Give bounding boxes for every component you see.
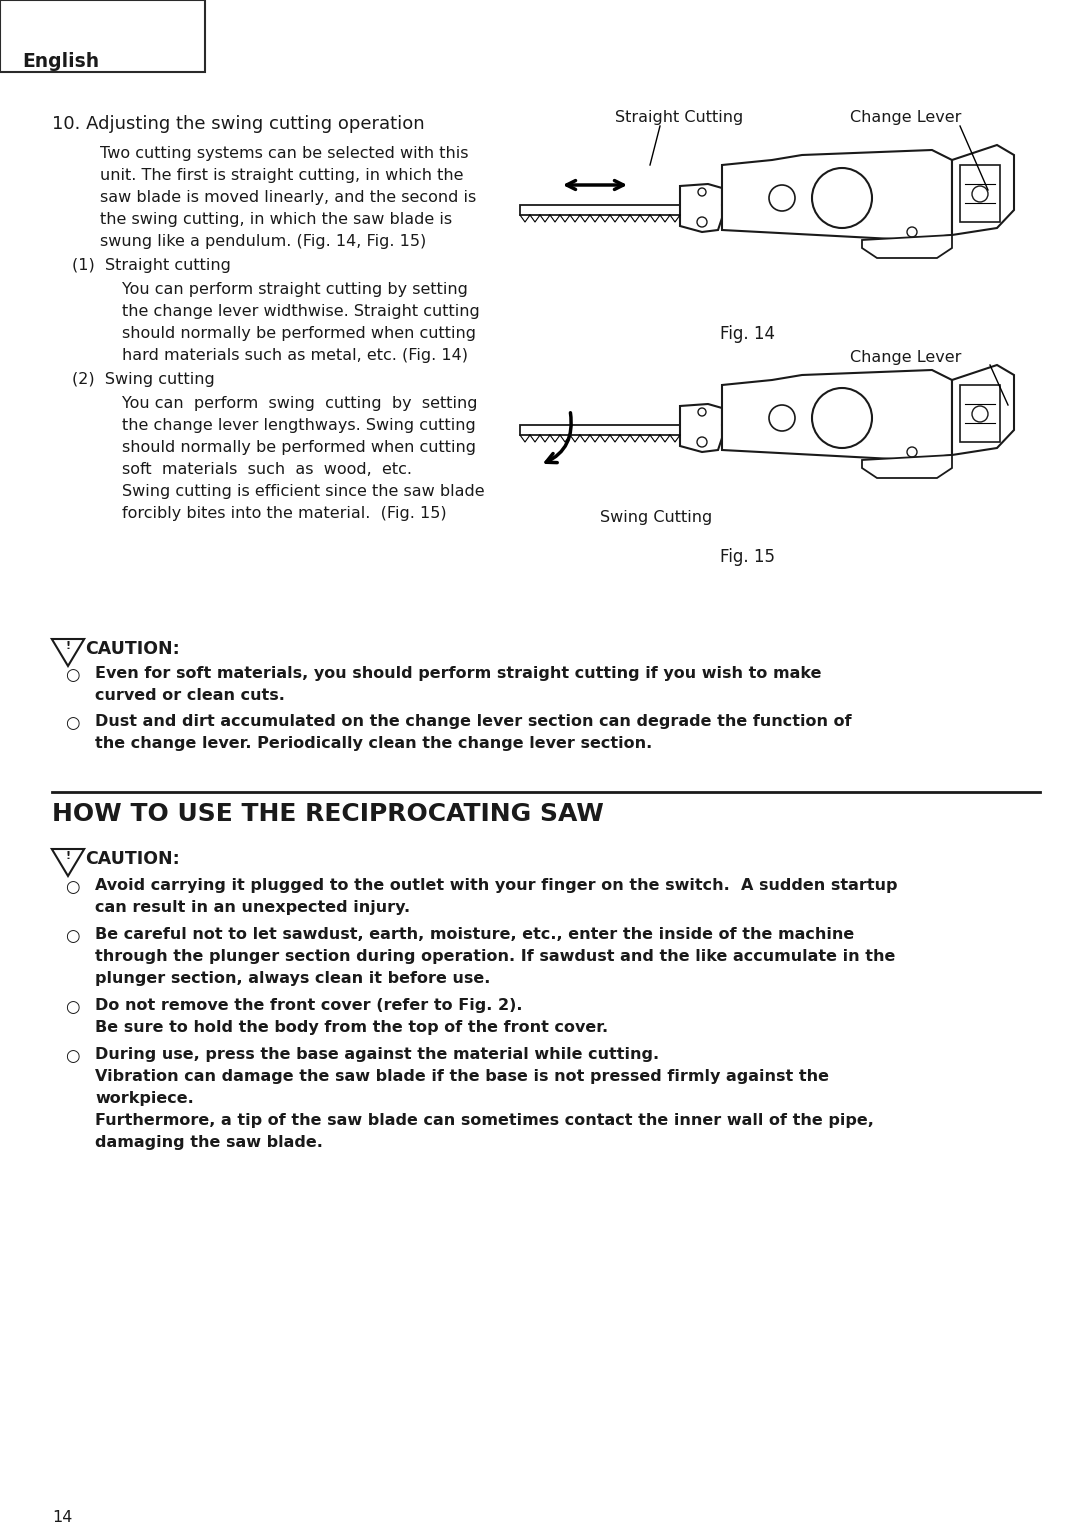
Text: You can perform straight cutting by setting: You can perform straight cutting by sett… <box>122 281 468 297</box>
Circle shape <box>723 190 754 222</box>
Text: unit. The first is straight cutting, in which the: unit. The first is straight cutting, in … <box>100 168 463 183</box>
Circle shape <box>769 405 795 431</box>
Text: HOW TO USE THE RECIPROCATING SAW: HOW TO USE THE RECIPROCATING SAW <box>52 803 604 826</box>
Polygon shape <box>680 183 723 232</box>
Text: ○: ○ <box>65 1047 80 1066</box>
Text: should normally be performed when cutting: should normally be performed when cuttin… <box>122 326 476 341</box>
Circle shape <box>697 217 707 226</box>
Text: !: ! <box>66 852 70 861</box>
Circle shape <box>907 226 917 237</box>
Text: ○: ○ <box>65 927 80 945</box>
Text: swung like a pendulum. (Fig. 14, Fig. 15): swung like a pendulum. (Fig. 14, Fig. 15… <box>100 234 427 249</box>
Circle shape <box>730 417 746 433</box>
Polygon shape <box>52 849 84 876</box>
Polygon shape <box>680 404 723 453</box>
Circle shape <box>730 197 746 213</box>
Text: Change Lever: Change Lever <box>850 110 961 125</box>
Circle shape <box>723 408 754 440</box>
Text: soft  materials  such  as  wood,  etc.: soft materials such as wood, etc. <box>122 462 411 477</box>
Bar <box>960 165 1000 222</box>
Text: plunger section, always clean it before use.: plunger section, always clean it before … <box>95 971 490 986</box>
Text: the change lever widthwise. Straight cutting: the change lever widthwise. Straight cut… <box>122 304 480 320</box>
Bar <box>0 0 205 72</box>
Text: CAUTION:: CAUTION: <box>85 850 179 868</box>
Circle shape <box>769 185 795 211</box>
Circle shape <box>698 408 706 416</box>
Text: Avoid carrying it plugged to the outlet with your finger on the switch.  A sudde: Avoid carrying it plugged to the outlet … <box>95 878 897 893</box>
Text: curved or clean cuts.: curved or clean cuts. <box>95 688 285 703</box>
Circle shape <box>972 187 988 202</box>
Text: Even for soft materials, you should perform straight cutting if you wish to make: Even for soft materials, you should perf… <box>95 667 822 680</box>
Polygon shape <box>862 456 951 479</box>
Text: (2)  Swing cutting: (2) Swing cutting <box>72 372 215 387</box>
Text: hard materials such as metal, etc. (Fig. 14): hard materials such as metal, etc. (Fig.… <box>122 349 468 362</box>
Text: Change Lever: Change Lever <box>850 350 961 365</box>
Polygon shape <box>723 150 951 240</box>
Text: forcibly bites into the material.  (Fig. 15): forcibly bites into the material. (Fig. … <box>122 506 447 521</box>
Text: damaging the saw blade.: damaging the saw blade. <box>95 1135 323 1150</box>
Text: through the plunger section during operation. If sawdust and the like accumulate: through the plunger section during opera… <box>95 950 895 963</box>
Text: Fig. 14: Fig. 14 <box>720 326 775 342</box>
Text: Dust and dirt accumulated on the change lever section can degrade the function o: Dust and dirt accumulated on the change … <box>95 714 852 729</box>
Circle shape <box>698 188 706 196</box>
Circle shape <box>812 388 872 448</box>
Text: Be sure to hold the body from the top of the front cover.: Be sure to hold the body from the top of… <box>95 1020 608 1035</box>
Circle shape <box>812 168 872 228</box>
Text: CAUTION:: CAUTION: <box>85 641 179 657</box>
Text: Be careful not to let sawdust, earth, moisture, etc., enter the inside of the ma: Be careful not to let sawdust, earth, mo… <box>95 927 854 942</box>
Text: the change lever lengthways. Swing cutting: the change lever lengthways. Swing cutti… <box>122 417 476 433</box>
Bar <box>960 385 1000 442</box>
Text: Swing cutting is efficient since the saw blade: Swing cutting is efficient since the saw… <box>122 485 485 498</box>
Text: During use, press the base against the material while cutting.: During use, press the base against the m… <box>95 1047 659 1063</box>
Polygon shape <box>951 145 1014 235</box>
Bar <box>519 425 700 434</box>
Text: (1)  Straight cutting: (1) Straight cutting <box>72 258 231 274</box>
Text: Two cutting systems can be selected with this: Two cutting systems can be selected with… <box>100 145 469 161</box>
Text: 10. Adjusting the swing cutting operation: 10. Adjusting the swing cutting operatio… <box>52 115 424 133</box>
Text: !: ! <box>66 641 70 651</box>
Polygon shape <box>862 235 951 258</box>
Text: ○: ○ <box>65 998 80 1015</box>
Text: Furthermore, a tip of the saw blade can sometimes contact the inner wall of the : Furthermore, a tip of the saw blade can … <box>95 1113 874 1128</box>
Text: ○: ○ <box>65 714 80 732</box>
Polygon shape <box>951 365 1014 456</box>
Text: Swing Cutting: Swing Cutting <box>600 511 712 524</box>
Text: You can  perform  swing  cutting  by  setting: You can perform swing cutting by setting <box>122 396 477 411</box>
Text: Straight Cutting: Straight Cutting <box>615 110 743 125</box>
Circle shape <box>907 446 917 457</box>
Bar <box>519 205 700 216</box>
Text: English: English <box>22 52 99 70</box>
Text: ○: ○ <box>65 667 80 683</box>
Circle shape <box>697 437 707 446</box>
Text: the swing cutting, in which the saw blade is: the swing cutting, in which the saw blad… <box>100 213 453 226</box>
Polygon shape <box>723 370 951 460</box>
Circle shape <box>972 407 988 422</box>
Text: saw blade is moved linearly, and the second is: saw blade is moved linearly, and the sec… <box>100 190 476 205</box>
Text: workpiece.: workpiece. <box>95 1092 193 1105</box>
Text: 14: 14 <box>52 1511 72 1524</box>
Text: can result in an unexpected injury.: can result in an unexpected injury. <box>95 901 410 914</box>
Text: ○: ○ <box>65 878 80 896</box>
Text: Fig. 15: Fig. 15 <box>720 547 775 566</box>
Text: Do not remove the front cover (refer to Fig. 2).: Do not remove the front cover (refer to … <box>95 998 523 1014</box>
Text: the change lever. Periodically clean the change lever section.: the change lever. Periodically clean the… <box>95 735 652 751</box>
Polygon shape <box>52 639 84 667</box>
Text: Vibration can damage the saw blade if the base is not pressed firmly against the: Vibration can damage the saw blade if th… <box>95 1069 829 1084</box>
Text: should normally be performed when cutting: should normally be performed when cuttin… <box>122 440 476 456</box>
